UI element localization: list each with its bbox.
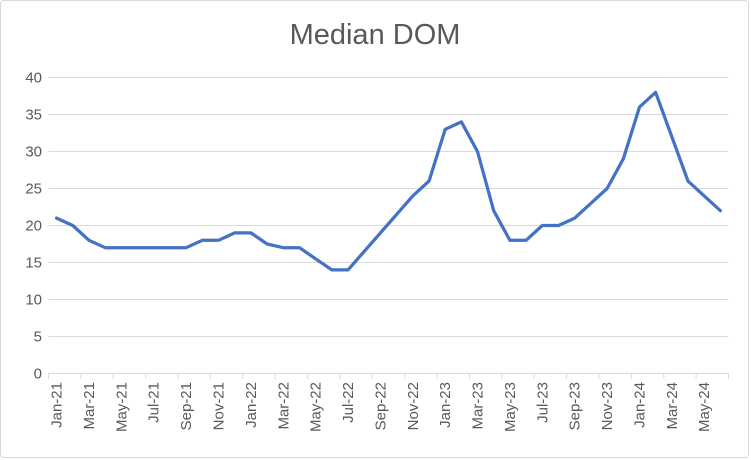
x-axis-label: May-24 <box>696 382 713 432</box>
y-axis-label: 5 <box>34 329 42 346</box>
x-axis-label: Mar-21 <box>81 382 98 430</box>
y-axis-label: 15 <box>25 255 42 272</box>
x-axis-label: Sep-22 <box>372 382 389 430</box>
x-axis-label: Jul-23 <box>534 382 551 423</box>
x-axis-label: May-22 <box>308 382 325 432</box>
y-axis-labels: 0 5 10 15 20 25 30 35 40 <box>25 70 42 383</box>
x-axis-label: Jan-23 <box>437 382 454 428</box>
y-axis-label: 35 <box>25 107 42 124</box>
y-axis-label: 10 <box>25 292 42 309</box>
y-axis-label: 30 <box>25 144 42 161</box>
median-dom-series-line <box>54 90 723 272</box>
x-axis-label: Nov-21 <box>211 382 228 430</box>
x-axis-label: Mar-22 <box>275 382 292 430</box>
x-axis-label: Jan-22 <box>243 382 260 428</box>
x-axis-label: Mar-23 <box>470 382 487 430</box>
x-axis-label: May-21 <box>113 382 130 432</box>
y-axis-label: 20 <box>25 218 42 235</box>
x-axis-label: Sep-23 <box>567 382 584 430</box>
x-axis-label: Jul-22 <box>340 382 357 423</box>
x-axis-label: Sep-21 <box>178 382 195 430</box>
x-axis-labels: Jan-21 Mar-21 May-21 Jul-21 Sep-21 Nov-21 Jan-… <box>49 382 714 432</box>
y-axis-label: 0 <box>34 366 42 383</box>
x-axis-label: Jan-24 <box>631 382 648 428</box>
chart-title: Median DOM <box>290 19 461 51</box>
x-axis-label: Mar-24 <box>664 382 681 430</box>
x-axis-label: Nov-22 <box>405 382 422 430</box>
y-axis-label: 40 <box>25 70 42 87</box>
x-axis-label: Jul-21 <box>146 382 163 423</box>
x-axis-label: Nov-23 <box>599 382 616 430</box>
x-axis-label: May-23 <box>502 382 519 432</box>
x-axis-label: Jan-21 <box>49 382 66 428</box>
y-axis-label: 25 <box>25 181 42 198</box>
x-axis-ticks <box>48 373 729 379</box>
